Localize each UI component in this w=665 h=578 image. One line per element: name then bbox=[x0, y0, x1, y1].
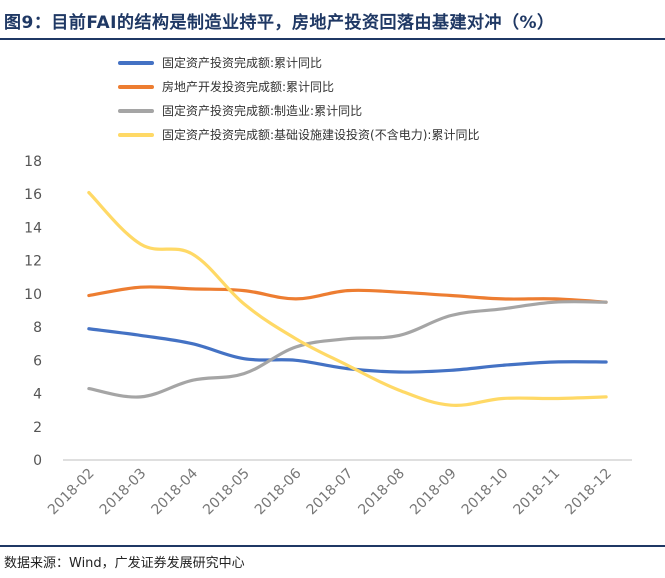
x-tick-label: 2018-08 bbox=[355, 466, 408, 519]
legend-label: 固定资产投资完成额:制造业:累计同比 bbox=[162, 104, 363, 118]
x-tick-label: 2018-03 bbox=[97, 466, 150, 519]
legend-swatch bbox=[118, 133, 154, 137]
series-line-2 bbox=[87, 285, 608, 304]
y-tick-label: 6 bbox=[33, 353, 42, 369]
legend-label: 固定资产投资完成额:累计同比 bbox=[162, 56, 323, 70]
x-tick-label: 2018-02 bbox=[45, 466, 98, 519]
legend-label: 房地产开发投资完成额:累计同比 bbox=[162, 80, 335, 94]
title-bar: 图9：目前FAI的结构是制造业持平，房地产投资回落由基建对冲（%） bbox=[0, 0, 665, 40]
y-tick-label: 18 bbox=[24, 154, 42, 170]
x-tick-label: 2018-12 bbox=[562, 466, 615, 519]
y-tick-label: 0 bbox=[33, 453, 42, 469]
x-tick-label: 2018-09 bbox=[407, 466, 460, 519]
y-tick-label: 2 bbox=[33, 420, 42, 436]
y-tick-label: 12 bbox=[24, 254, 42, 270]
legend-swatch bbox=[118, 109, 154, 113]
legend-swatch bbox=[118, 61, 154, 65]
series-line-3 bbox=[87, 300, 608, 399]
source-note: 数据来源：Wind，广发证券发展研究中心 bbox=[4, 556, 245, 571]
x-tick-label: 2018-07 bbox=[304, 466, 357, 519]
figure-title: 图9：目前FAI的结构是制造业持平，房地产投资回落由基建对冲（%） bbox=[4, 13, 555, 33]
y-tick-label: 14 bbox=[24, 220, 42, 236]
legend-label: 固定资产投资完成额:基础设施建设投资(不含电力):累计同比 bbox=[162, 128, 480, 142]
series-line-1 bbox=[87, 327, 608, 374]
y-tick-label: 4 bbox=[33, 387, 42, 403]
x-tick-label: 2018-10 bbox=[459, 466, 512, 519]
series-line-4 bbox=[87, 190, 608, 407]
x-tick-label: 2018-06 bbox=[252, 465, 305, 518]
y-tick-label: 16 bbox=[24, 187, 42, 203]
x-tick-label: 2018-05 bbox=[200, 466, 253, 519]
y-tick-label: 8 bbox=[33, 320, 42, 336]
y-tick-label: 10 bbox=[24, 287, 42, 303]
legend-swatch bbox=[118, 85, 154, 89]
x-tick-label: 2018-11 bbox=[511, 466, 564, 519]
x-tick-label: 2018-04 bbox=[148, 465, 201, 518]
source-divider bbox=[0, 545, 665, 547]
